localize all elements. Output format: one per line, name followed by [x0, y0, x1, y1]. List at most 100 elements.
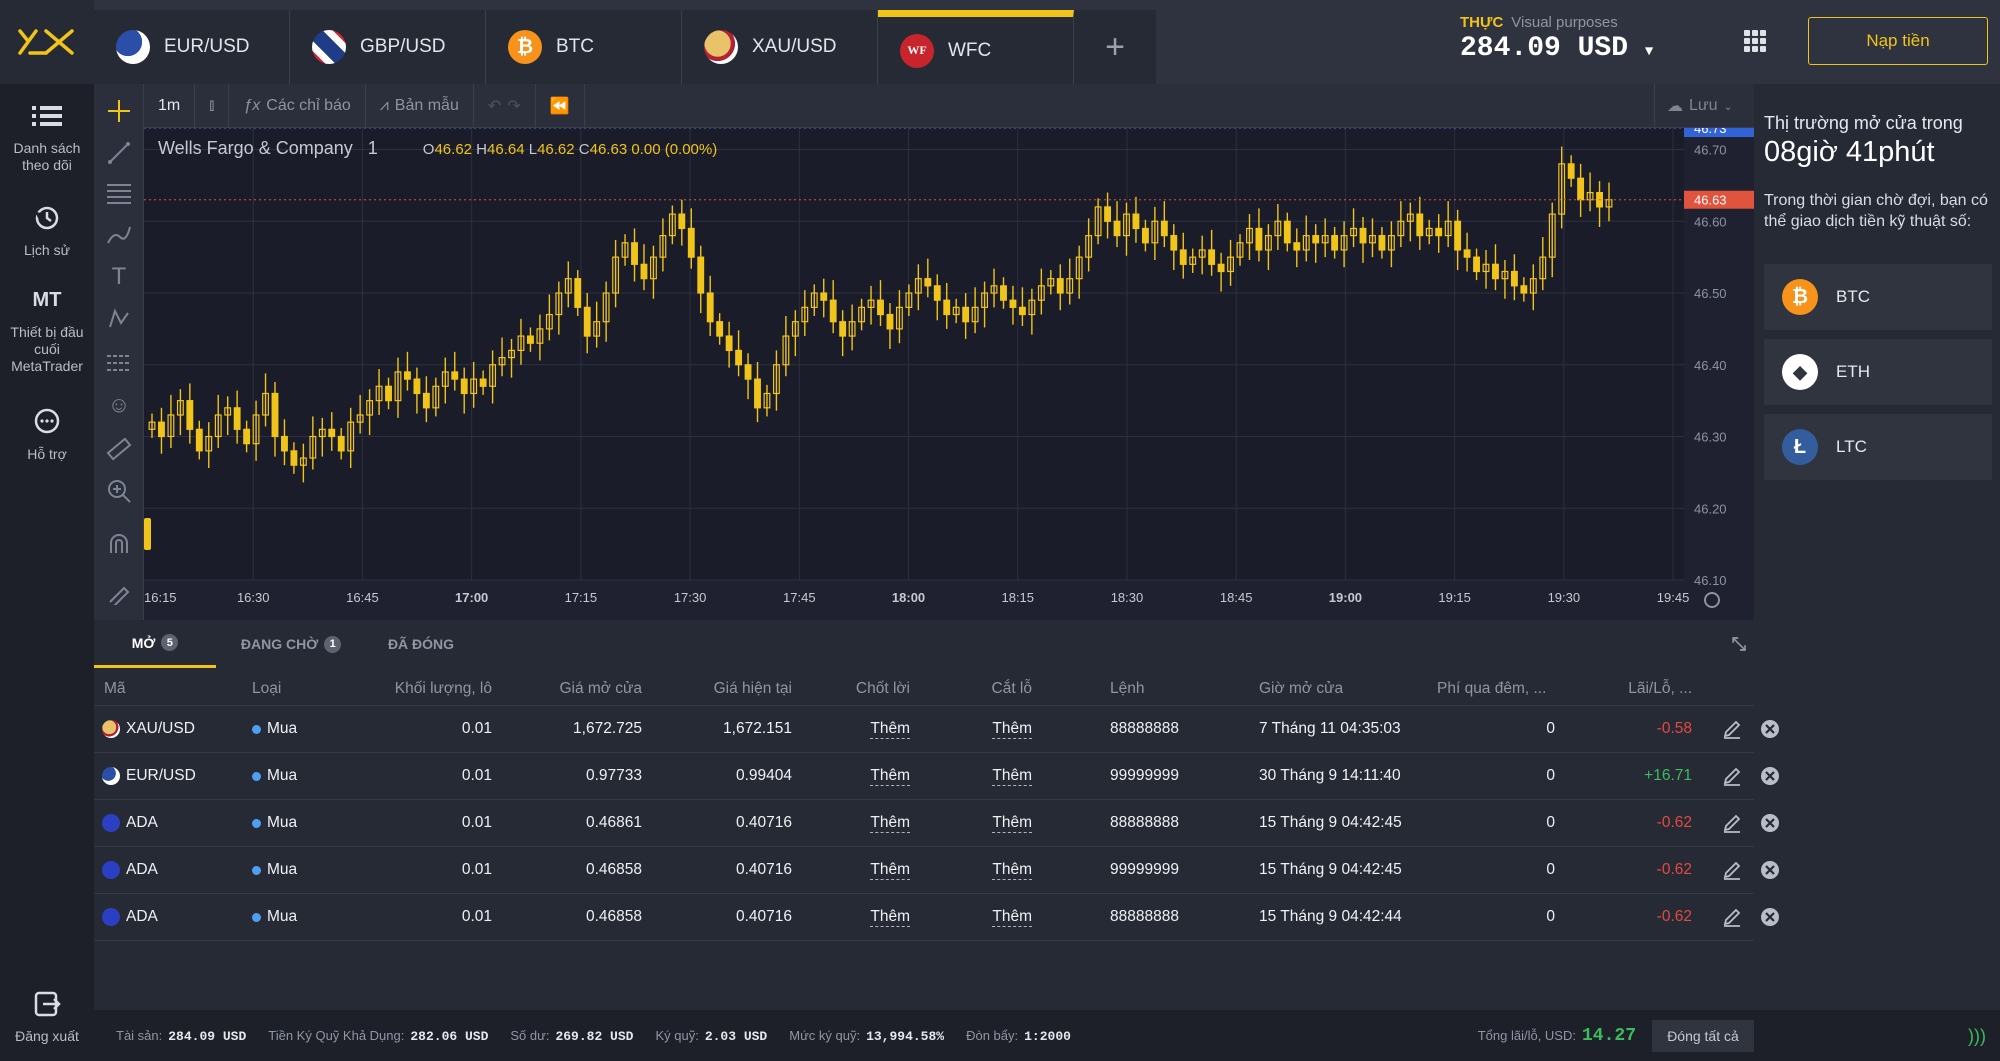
- close-position-icon[interactable]: [1760, 847, 1780, 893]
- pattern-icon[interactable]: [94, 302, 144, 336]
- close-position-icon[interactable]: [1760, 800, 1780, 846]
- col-open-price: Giá mở cửa: [559, 679, 642, 697]
- add-take-profit-link[interactable]: Thêm: [870, 766, 910, 786]
- magnet-icon[interactable]: [94, 526, 144, 560]
- tab-wfc[interactable]: WF WFC: [878, 10, 1074, 84]
- candle-body: [829, 299, 837, 323]
- measure-lines-icon[interactable]: [94, 346, 144, 380]
- price-chart[interactable]: 46.70 46.60 46.50 46.40 46.30 46.20 46.10 16:15…: [144, 128, 1754, 620]
- y-tick-label: 46.20: [1694, 501, 1727, 516]
- coin-card-ltc[interactable]: Ł LTC: [1764, 414, 1992, 480]
- table-row[interactable]: XAU/USD Mua 0.01 1,672.725 1,672.151 Thê…: [94, 706, 1779, 753]
- chart-type-button[interactable]: ⫾: [195, 84, 230, 128]
- tab-gbp-usd[interactable]: GBP/USD: [290, 10, 486, 84]
- tab-eur-usd[interactable]: EUR/USD: [94, 10, 290, 84]
- table-row[interactable]: EUR/USD Mua 0.01 0.97733 0.99404 Thêm Th…: [94, 753, 1779, 800]
- nav-history[interactable]: Lịch sử: [0, 202, 94, 259]
- last-price-tag: [1684, 190, 1754, 209]
- table-row[interactable]: ADA Mua 0.01 0.46861 0.40716 Thêm Thêm 8…: [94, 800, 1779, 847]
- add-stop-loss-link[interactable]: Thêm: [992, 907, 1032, 927]
- brush-icon[interactable]: [94, 218, 144, 252]
- nav-metatrader[interactable]: MT Thiết bị đầu cuối MetaTrader: [0, 284, 94, 375]
- interval-button[interactable]: 1m: [144, 84, 196, 128]
- account-summary[interactable]: THỰC Visual purposes 284.09 USD ▼: [1460, 14, 1653, 64]
- add-take-profit-link[interactable]: Thêm: [870, 813, 910, 833]
- cell-symbol: EUR/USD: [102, 753, 196, 799]
- tab-pending[interactable]: ĐANG CHỜ 1: [216, 620, 366, 668]
- coin-card-btc[interactable]: ₿ BTC: [1764, 264, 1992, 330]
- cell-open-price: 0.46858: [585, 908, 642, 925]
- candle-body: [1141, 227, 1149, 244]
- add-take-profit-link[interactable]: Thêm: [870, 907, 910, 927]
- brand-logo[interactable]: [0, 0, 94, 84]
- text-tool-icon[interactable]: T: [111, 263, 127, 290]
- zoom-in-icon[interactable]: [94, 474, 144, 508]
- price-axis: [1684, 128, 1754, 620]
- candlestick-chart[interactable]: 46.70 46.60 46.50 46.40 46.30 46.20 46.10 16:15…: [144, 128, 1754, 620]
- add-tab-button[interactable]: +: [1074, 10, 1156, 84]
- trendline-icon[interactable]: [94, 136, 144, 170]
- candle-body: [1435, 227, 1443, 237]
- tab-xau-usd[interactable]: XAU/USD: [682, 10, 878, 84]
- tab-open[interactable]: MỞ 5: [94, 620, 216, 668]
- deposit-button[interactable]: Nạp tiền: [1808, 17, 1988, 65]
- crosshair-icon[interactable]: [94, 94, 144, 128]
- templates-button[interactable]: ⩘ Bản mẫu: [366, 84, 474, 128]
- collapse-icon[interactable]: ⤡: [1731, 634, 1746, 654]
- candle-body: [347, 421, 355, 452]
- close-position-icon[interactable]: [1760, 753, 1780, 799]
- type-text: Mua: [267, 814, 298, 831]
- rewind-button[interactable]: ⏪: [536, 84, 585, 128]
- cell-symbol: ADA: [102, 847, 158, 893]
- add-stop-loss-link[interactable]: Thêm: [992, 766, 1032, 786]
- table-row[interactable]: ADA Mua 0.01 0.46858 0.40716 Thêm Thêm 9…: [94, 847, 1779, 894]
- indicators-button[interactable]: ƒx Các chỉ báo: [229, 84, 366, 128]
- table-row[interactable]: ADA Mua 0.01 0.46858 0.40716 Thêm Thêm 8…: [94, 894, 1779, 941]
- cell-open-time: 15 Tháng 9 04:42:45: [1259, 861, 1402, 878]
- history-icon: [30, 202, 64, 234]
- redo-icon[interactable]: ↷: [507, 98, 521, 115]
- cell-swap: 0: [1546, 720, 1555, 737]
- emoji-icon[interactable]: ☺: [107, 392, 131, 417]
- candle-body: [820, 292, 828, 301]
- add-stop-loss-link[interactable]: Thêm: [992, 719, 1032, 739]
- edit-icon[interactable]: [1722, 800, 1742, 846]
- edit-icon[interactable]: [1722, 894, 1742, 940]
- candle-body: [649, 256, 657, 280]
- candle-body: [1359, 227, 1367, 244]
- apps-grid-icon[interactable]: [1744, 30, 1766, 52]
- coin-card-eth[interactable]: ◆ ETH: [1764, 339, 1992, 405]
- nav-logout[interactable]: Đăng xuất: [0, 988, 94, 1045]
- save-button[interactable]: ☁ Lưu ⌄: [1654, 84, 1733, 128]
- lock-drawing-icon[interactable]: [94, 576, 144, 610]
- ruler-icon[interactable]: [94, 432, 144, 466]
- nav-watchlist[interactable]: Danh sách theo dõi: [0, 100, 94, 174]
- edit-icon[interactable]: [1722, 753, 1742, 799]
- fib-lines-icon[interactable]: [94, 176, 144, 210]
- tab-closed[interactable]: ĐÃ ĐÓNG: [366, 620, 476, 668]
- add-stop-loss-link[interactable]: Thêm: [992, 813, 1032, 833]
- chevron-down-icon: ⌄: [1723, 100, 1733, 113]
- candle-body: [375, 385, 383, 402]
- add-take-profit-link[interactable]: Thêm: [870, 860, 910, 880]
- positions-tabs: MỞ 5 ĐANG CHỜ 1 ĐÃ ĐÓNG ⤡: [94, 620, 1754, 668]
- cell-volume: 0.01: [461, 720, 492, 737]
- close-position-icon[interactable]: [1760, 894, 1780, 940]
- candle-body: [1208, 249, 1216, 265]
- nav-support[interactable]: Hỗ trợ: [0, 406, 94, 463]
- undo-redo[interactable]: ↶ ↷: [474, 84, 536, 128]
- candle-body: [612, 256, 620, 294]
- edit-icon[interactable]: [1722, 847, 1742, 893]
- tab-btc[interactable]: ₿ BTC: [486, 10, 682, 84]
- add-stop-loss-link[interactable]: Thêm: [992, 860, 1032, 880]
- candle-body: [602, 292, 610, 323]
- candle-body: [328, 428, 336, 438]
- close-all-button[interactable]: Đóng tất cả: [1652, 1020, 1754, 1052]
- cell-swap: 0: [1546, 861, 1555, 878]
- add-take-profit-link[interactable]: Thêm: [870, 719, 910, 739]
- close-position-icon[interactable]: [1760, 706, 1780, 752]
- edit-icon[interactable]: [1722, 706, 1742, 752]
- caret-down-icon[interactable]: ▼: [1644, 44, 1654, 60]
- nav-watchlist-label: Danh sách theo dõi: [13, 140, 81, 173]
- undo-icon[interactable]: ↶: [487, 98, 502, 115]
